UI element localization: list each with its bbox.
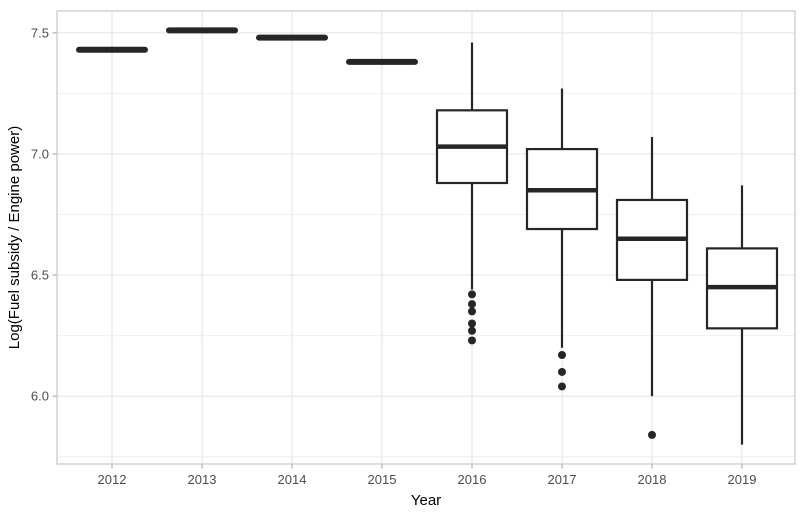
x-tick-label: 2012 (98, 472, 127, 487)
y-tick-label: 7.0 (31, 146, 49, 161)
outlier-point (648, 430, 656, 439)
x-tick-label: 2018 (638, 472, 667, 487)
y-tick-label: 6.5 (31, 268, 49, 283)
x-tick-label: 2013 (188, 472, 217, 487)
x-tick-label: 2015 (368, 472, 397, 487)
x-tick-label: 2017 (548, 472, 577, 487)
panel-border (56, 10, 796, 465)
x-tick-label: 2016 (458, 472, 487, 487)
outlier-point (468, 326, 476, 335)
outlier-point (468, 300, 476, 309)
outlier-point (468, 290, 476, 299)
outlier-point (558, 367, 566, 376)
y-tick-label: 7.5 (31, 25, 49, 40)
x-tick-label: 2014 (278, 472, 307, 487)
outlier-point (558, 350, 566, 359)
outlier-point (558, 382, 566, 391)
y-axis-title: Log(Fuel subsidy / Engine power) (6, 125, 23, 350)
y-tick-label: 6.0 (31, 389, 49, 404)
x-axis-title: Year (410, 492, 442, 509)
outlier-point (468, 319, 476, 328)
outlier-point (468, 336, 476, 345)
outlier-point (468, 307, 476, 316)
x-tick-label: 2019 (728, 472, 757, 487)
